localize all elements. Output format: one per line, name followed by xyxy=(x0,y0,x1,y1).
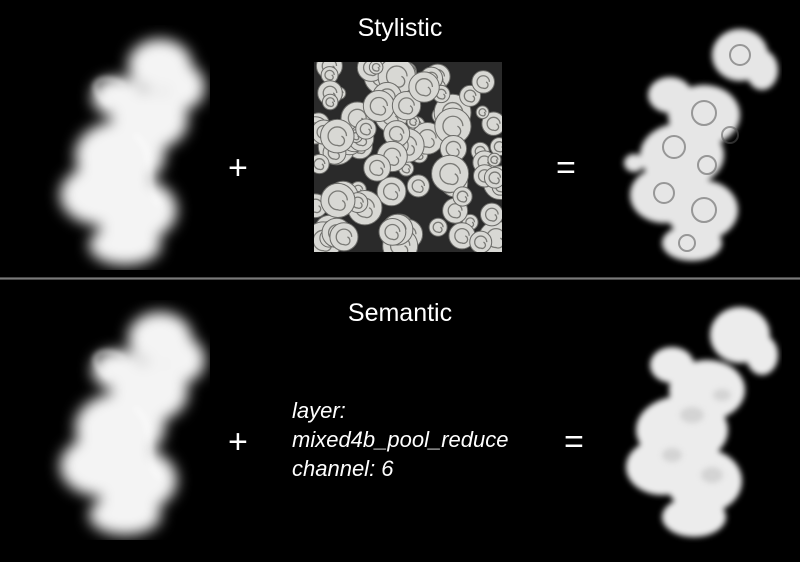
equals-sign-bottom: = xyxy=(564,423,584,461)
plus-sign-top: + xyxy=(228,149,248,187)
layer-channel-label: layer: mixed4b_pool_reduce channel: 6 xyxy=(292,396,509,483)
semantic-title: Semantic xyxy=(347,299,453,327)
output-stylized-smoke-image xyxy=(624,29,778,261)
equals-sign-top: = xyxy=(556,149,576,187)
input-smoke-image-bottom xyxy=(60,312,205,535)
spiral-texture-pattern xyxy=(314,62,502,252)
section-divider xyxy=(0,277,800,280)
input-smoke-image-top xyxy=(60,39,205,265)
style-texture-image xyxy=(314,62,502,252)
stylistic-title: Stylistic xyxy=(357,14,443,42)
output-semantic-smoke-image xyxy=(626,307,778,537)
layer-name: mixed4b_pool_reduce xyxy=(292,427,509,452)
plus-sign-bottom: + xyxy=(228,423,248,461)
channel-label: channel: 6 xyxy=(292,456,394,481)
layer-label: layer: xyxy=(292,398,346,423)
